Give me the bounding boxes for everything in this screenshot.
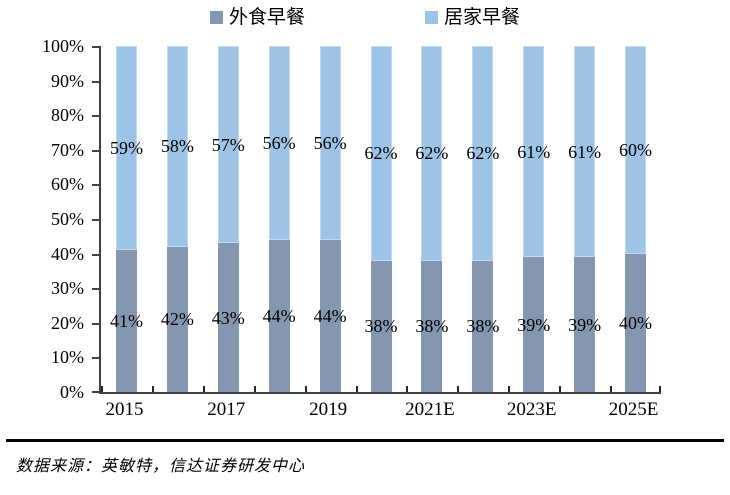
y-axis-tick-label: 70% — [51, 139, 84, 160]
x-axis-tick — [304, 386, 307, 392]
bar-segment-home — [625, 46, 647, 254]
bar-segment-home — [523, 46, 545, 258]
bar-segment-dining-out — [217, 243, 239, 392]
legend-swatch-icon — [209, 11, 223, 24]
bar-segment-home — [472, 46, 494, 261]
bar-value-label-dining-out: 39% — [517, 314, 551, 335]
legend-item: 外食早餐 — [209, 7, 305, 28]
x-axis-tick-label: 2015 — [105, 399, 144, 420]
bar-value-label-home: 58% — [160, 136, 194, 157]
y-axis-tick — [92, 184, 99, 187]
footer-divider — [6, 439, 724, 442]
bar-segment-dining-out — [523, 257, 545, 392]
bar-value-label-home: 56% — [262, 132, 296, 153]
bar-value-label-home: 62% — [415, 143, 449, 164]
bar-segment-dining-out — [268, 239, 290, 392]
bar-segment-dining-out — [370, 260, 392, 392]
y-axis-tick-label: 50% — [51, 209, 84, 229]
x-axis-tick-label: 2021E — [405, 399, 455, 420]
data-source-note: 数据来源：英敏特，信达证券研发中心 — [16, 458, 306, 475]
bar-value-label-dining-out: 38% — [364, 316, 398, 337]
bar-value-label-dining-out: 39% — [568, 314, 602, 335]
bar-segment-home — [574, 46, 596, 258]
y-axis-tick-label: 90% — [51, 70, 84, 91]
y-axis-tick-label: 0% — [60, 382, 84, 402]
bar-segment-home — [166, 46, 188, 247]
legend-item: 居家早餐 — [425, 8, 520, 27]
x-axis-tick — [406, 386, 409, 392]
bar-segment-dining-out — [472, 260, 494, 392]
bar-value-label-home: 57% — [211, 134, 245, 155]
legend-swatch-icon — [425, 11, 438, 24]
x-axis-tick — [355, 386, 358, 392]
bar-segment-home — [421, 46, 443, 261]
bar-segment-home — [370, 46, 392, 261]
y-axis-tick — [92, 80, 99, 83]
bar-value-label-home: 62% — [364, 143, 398, 164]
bar-value-label-dining-out: 44% — [262, 305, 296, 326]
y-axis-tick — [92, 253, 99, 256]
bar-segment-dining-out — [319, 239, 341, 392]
bar-value-label-dining-out: 41% — [109, 311, 143, 332]
bar-value-label-dining-out: 38% — [415, 316, 449, 337]
bar-value-label-home: 60% — [619, 139, 653, 160]
y-axis-tick-label: 20% — [51, 312, 84, 333]
x-axis-tick — [659, 386, 661, 392]
x-axis-tick — [101, 386, 103, 392]
bar-value-label-dining-out: 38% — [466, 316, 500, 337]
bar-value-label-home: 56% — [313, 132, 347, 153]
bar-segment-home — [319, 46, 341, 240]
bar-segment-dining-out — [115, 250, 137, 392]
x-axis-tick — [559, 386, 562, 392]
y-axis-tick-label: 80% — [51, 105, 84, 126]
x-axis-tick — [610, 386, 613, 392]
x-axis-tick-label: 2019 — [309, 399, 348, 420]
y-axis-tick — [92, 115, 99, 118]
bar-value-label-dining-out: 44% — [313, 305, 347, 326]
x-axis-tick — [508, 386, 511, 392]
bar-value-label-dining-out: 42% — [160, 309, 194, 330]
y-axis-tick-label: 60% — [51, 174, 84, 195]
plot-area: 41% 59% 42% 58% 43% 57% 44% 56% 44% 56% 38% 62% 38% 6… — [92, 46, 661, 394]
bar-value-label-dining-out: 43% — [211, 307, 245, 328]
bar-value-label-home: 62% — [466, 143, 500, 164]
x-axis-tick-label: 2017 — [207, 399, 246, 420]
bar-segment-dining-out — [574, 257, 596, 392]
x-axis-tick — [253, 386, 256, 392]
bar-segment-home — [217, 46, 239, 244]
x-axis-tick — [202, 386, 205, 392]
bar-value-label-home: 61% — [517, 141, 551, 162]
bar-value-label-home: 61% — [568, 141, 602, 162]
bar-segment-dining-out — [166, 246, 188, 392]
y-axis-tick-label: 100% — [42, 36, 84, 56]
y-axis-tick-label: 30% — [51, 278, 84, 299]
x-axis-tick-label: 2025E — [608, 399, 659, 420]
bar-segment-dining-out — [625, 253, 647, 392]
y-axis-tick-label: 40% — [51, 243, 84, 264]
legend-label: 外食早餐 — [228, 7, 305, 28]
y-axis-tick-label: 10% — [51, 347, 84, 368]
bar-value-label-home: 59% — [109, 138, 143, 159]
bar-segment-dining-out — [421, 260, 443, 392]
y-axis-tick — [92, 391, 99, 393]
x-axis-tick — [151, 386, 154, 392]
x-axis-tick — [457, 386, 460, 392]
bar-value-label-dining-out: 40% — [619, 312, 653, 333]
bar-segment-home — [115, 46, 137, 251]
y-axis-tick — [92, 149, 99, 152]
x-axis-tick-label: 2023E — [506, 399, 557, 420]
y-axis-tick — [92, 288, 99, 291]
y-axis-tick — [92, 46, 99, 48]
bar-segment-home — [268, 46, 290, 240]
chart-legend: 外食早餐 居家早餐 — [0, 8, 730, 27]
legend-label: 居家早餐 — [444, 7, 521, 28]
y-axis-tick — [92, 357, 99, 360]
y-axis-tick — [92, 219, 99, 221]
y-axis-tick — [92, 322, 99, 325]
